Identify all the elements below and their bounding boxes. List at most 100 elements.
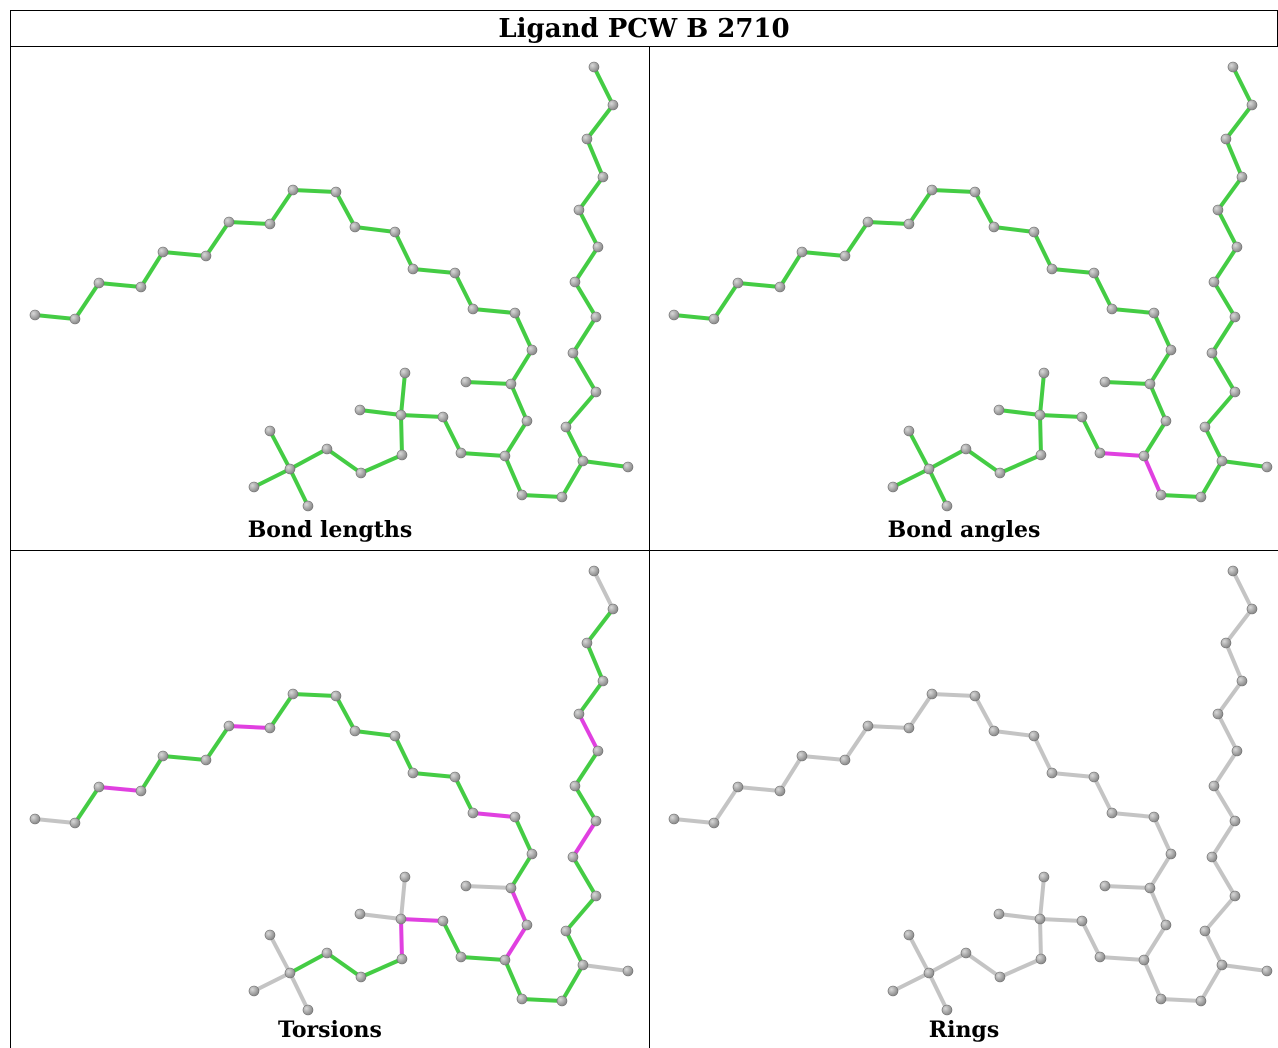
atom-1 (69, 313, 81, 325)
bond-29-31 (268, 933, 292, 975)
bond-6-7 (227, 220, 272, 226)
atom-34 (556, 491, 568, 503)
bond-16-17 (509, 852, 534, 890)
bond-4-5 (800, 250, 847, 258)
bond-26-27 (359, 957, 404, 979)
bond-4-5 (800, 754, 847, 762)
bond-20-33 (1142, 958, 1163, 1001)
atom-40 (1229, 311, 1241, 323)
bond-46-47 (1231, 65, 1254, 107)
bond-1-2 (712, 281, 740, 321)
bond-19-20 (503, 923, 529, 962)
atom-19 (1160, 415, 1172, 427)
bond-46-47 (1231, 569, 1254, 611)
atom-14 (467, 807, 479, 819)
atom-41 (1208, 780, 1220, 792)
atom-17 (505, 882, 517, 894)
bond-20-33 (1142, 454, 1163, 497)
bond-21-22 (441, 415, 463, 455)
atom-26 (1035, 449, 1047, 461)
atom-36 (622, 965, 634, 977)
atom-47 (1227, 565, 1239, 577)
bond-33-34 (1159, 997, 1203, 1003)
atom-7 (903, 722, 915, 734)
atom-2 (732, 277, 744, 289)
atom-27 (355, 467, 367, 479)
panel-torsions: Torsions (11, 551, 649, 1048)
atom-38 (590, 386, 602, 398)
bond-8-9 (291, 188, 338, 194)
atom-23 (1034, 913, 1046, 925)
bond-21-22 (1080, 415, 1102, 455)
bond-45-46 (585, 103, 615, 141)
bond-40-41 (573, 784, 598, 823)
atom-28 (321, 443, 333, 455)
bond-35-36 (581, 459, 630, 469)
bond-11-12 (393, 734, 415, 775)
bond-28-29 (927, 951, 968, 975)
atom-9 (330, 690, 342, 702)
atom-15 (509, 307, 521, 319)
bond-17-19 (1148, 886, 1168, 927)
atom-23 (1034, 409, 1046, 421)
atom-26 (396, 953, 408, 965)
atom-2 (93, 277, 105, 289)
atom-13 (449, 771, 461, 783)
bond-10-11 (992, 729, 1036, 738)
bond-38-39 (571, 855, 598, 898)
bond-3-4 (778, 754, 804, 793)
atom-36 (1261, 965, 1273, 977)
bond-16-17 (1148, 348, 1173, 386)
bond-16-17 (509, 348, 534, 386)
bond-43-44 (1216, 679, 1244, 716)
atom-36 (622, 461, 634, 473)
bond-46-47 (592, 65, 615, 107)
atom-32 (941, 1004, 953, 1016)
bond-0-1 (672, 817, 716, 825)
atom-18 (460, 880, 472, 892)
atom-12 (1046, 767, 1058, 779)
bond-10-11 (992, 225, 1036, 234)
atom-11 (1028, 226, 1040, 238)
bond-44-45 (585, 137, 605, 179)
atom-5 (200, 250, 212, 262)
panel-rings: Rings (650, 551, 1278, 1048)
atom-6 (862, 216, 874, 228)
atom-12 (407, 263, 419, 275)
atom-23 (395, 409, 407, 421)
atom-40 (1229, 815, 1241, 827)
atom-25 (354, 404, 366, 416)
atom-1 (69, 817, 81, 829)
bond-22-23 (1038, 917, 1084, 923)
bond-17-18 (464, 884, 513, 890)
bond-0-1 (33, 313, 77, 321)
bond-1-2 (73, 785, 101, 825)
bond-14-15 (471, 307, 517, 315)
atom-28 (960, 947, 972, 959)
bond-7-8 (268, 692, 295, 730)
atom-2 (732, 781, 744, 793)
bond-43-44 (1216, 175, 1244, 212)
atom-12 (407, 767, 419, 779)
bond-26-27 (998, 453, 1043, 475)
bond-14-15 (1110, 307, 1156, 315)
bond-42-43 (577, 712, 600, 753)
atom-29 (923, 463, 935, 475)
atom-10 (988, 725, 1000, 737)
bond-23-25 (997, 912, 1042, 921)
atom-28 (960, 443, 972, 455)
bond-44-45 (1224, 641, 1244, 683)
atom-38 (1229, 890, 1241, 902)
bond-29-31 (268, 429, 292, 471)
bond-29-30 (252, 467, 292, 489)
bond-9-10 (334, 190, 357, 229)
bond-38-39 (571, 351, 598, 394)
bond-17-18 (1103, 380, 1152, 386)
atom-16 (526, 344, 538, 356)
bond-13-14 (453, 271, 475, 311)
atom-15 (1148, 307, 1160, 319)
atom-7 (264, 722, 276, 734)
atom-4 (796, 246, 808, 258)
bond-29-32 (927, 971, 949, 1012)
bond-27-28 (964, 447, 1002, 475)
